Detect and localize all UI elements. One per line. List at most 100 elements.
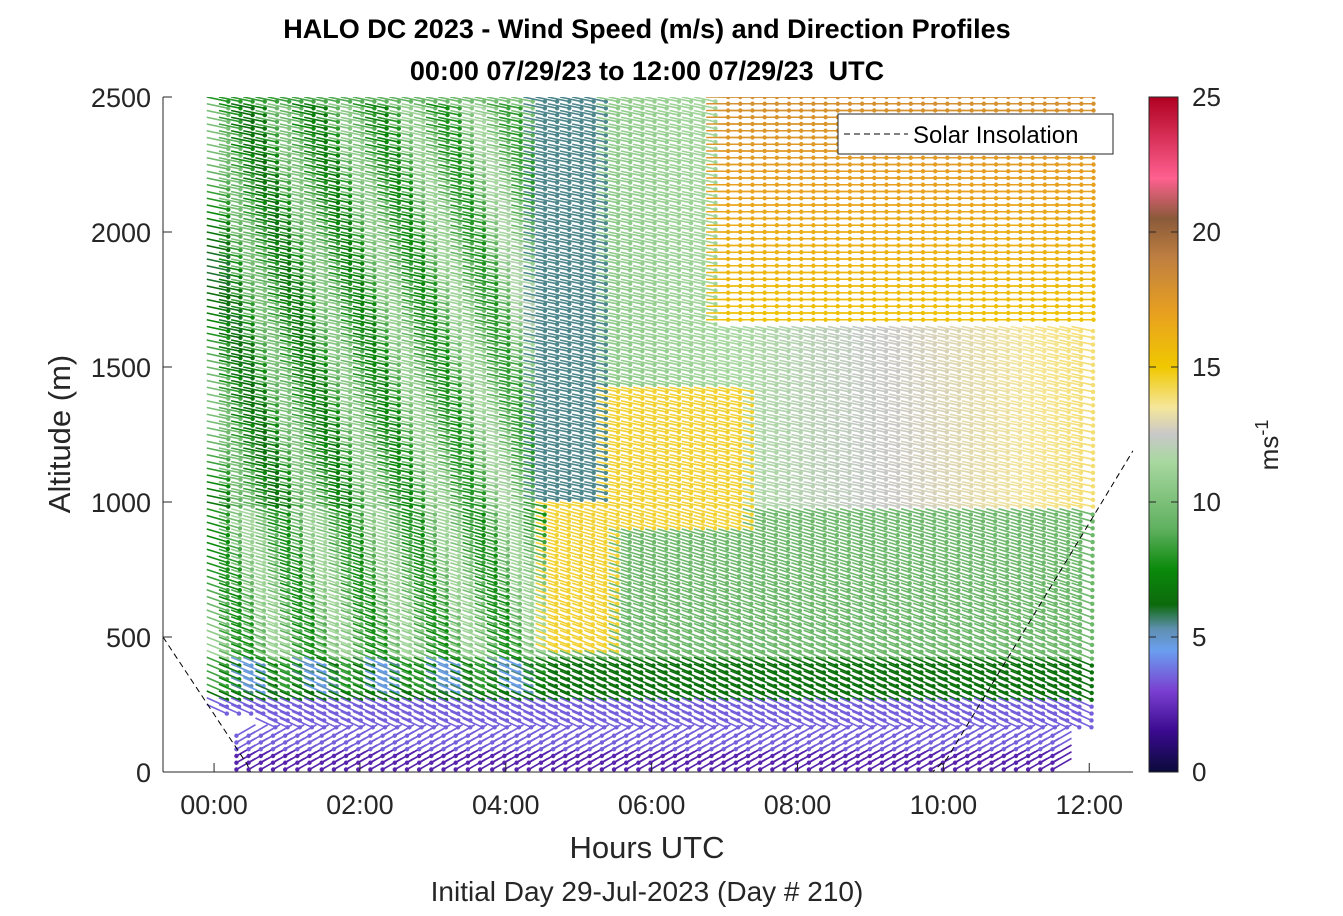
wind-barb-point xyxy=(432,560,437,565)
wind-barb-point xyxy=(250,497,255,503)
wind-barb-point xyxy=(250,450,255,455)
wind-barb-point xyxy=(261,594,267,600)
wind-barb-shaft xyxy=(218,379,241,386)
wind-barb-point xyxy=(335,560,340,565)
wind-barb-point xyxy=(234,753,239,759)
wind-barb-shaft xyxy=(206,602,228,612)
wind-barb-shaft xyxy=(206,217,229,224)
wind-barb-point xyxy=(493,532,499,538)
wind-barb-shaft xyxy=(218,602,240,612)
wind-barb-shaft xyxy=(243,285,265,292)
wind-barb-point xyxy=(226,119,231,125)
wind-barb-point xyxy=(270,760,276,765)
wind-barb-point xyxy=(248,711,254,716)
wind-barb-point xyxy=(343,767,349,772)
wind-barb-shaft xyxy=(218,420,241,427)
wind-barb-point xyxy=(262,403,268,408)
wind-barb-point xyxy=(396,526,401,531)
wind-barb-shaft xyxy=(230,224,253,231)
wind-barb-shaft xyxy=(230,271,253,278)
wind-barb-shaft xyxy=(218,318,241,326)
wind-barb-point xyxy=(404,733,410,738)
wind-barb-point xyxy=(262,396,268,401)
wind-barb-shaft xyxy=(230,163,253,170)
wind-barb-shaft xyxy=(243,480,265,488)
wind-barb-point xyxy=(238,261,243,266)
wind-barb-point xyxy=(322,567,328,572)
wind-barb-shaft xyxy=(206,379,229,386)
wind-barb-point xyxy=(310,532,316,538)
wind-barb-point xyxy=(226,281,231,287)
wind-barb-point xyxy=(384,512,389,517)
wind-barb-point xyxy=(238,497,243,503)
wind-barb-point xyxy=(380,760,385,765)
wind-barb-point xyxy=(238,450,243,455)
wind-barb-shaft xyxy=(218,575,241,584)
wind-barb-shaft xyxy=(230,676,252,687)
wind-barb-point xyxy=(392,733,397,738)
wind-barb-point xyxy=(380,740,385,745)
wind-barb-point xyxy=(250,443,255,449)
wind-barb-point xyxy=(469,526,474,531)
wind-barb-point xyxy=(432,567,437,572)
wind-barb-point xyxy=(246,740,251,745)
wind-barb-point xyxy=(420,546,425,552)
wind-barb-shaft xyxy=(206,643,228,653)
wind-barb-shaft xyxy=(206,615,228,626)
wind-barb-point xyxy=(238,389,243,395)
wind-barb-point xyxy=(347,560,352,565)
wind-barb-point xyxy=(258,740,263,745)
wind-barb-shaft xyxy=(206,480,229,488)
wind-barb-shaft xyxy=(218,460,241,467)
wind-barb-point xyxy=(335,553,340,558)
wind-barb-point xyxy=(307,753,312,759)
wind-barb-point xyxy=(226,362,231,368)
wind-barb-point xyxy=(420,519,426,524)
wind-barb-point xyxy=(238,355,243,361)
wind-barb-point xyxy=(226,315,231,320)
wind-barb-point xyxy=(441,753,446,759)
wind-barb-point xyxy=(380,747,385,752)
wind-barb-shaft xyxy=(206,521,229,530)
wind-barb-point xyxy=(517,532,523,538)
wind-barb-point xyxy=(262,328,268,334)
wind-barb-point xyxy=(226,484,231,489)
wind-barb-shaft xyxy=(230,595,253,605)
wind-barb-point xyxy=(226,268,231,273)
wind-barb-point xyxy=(453,747,458,752)
wind-barb-point xyxy=(335,512,340,517)
wind-barb-shaft xyxy=(230,602,253,612)
wind-barb-point xyxy=(286,567,291,572)
wind-barb-shaft xyxy=(230,433,253,440)
wind-barb-point xyxy=(298,526,304,531)
wind-barb-point xyxy=(225,608,230,613)
wind-barb-shaft xyxy=(206,676,228,687)
wind-barb-point xyxy=(457,512,462,517)
wind-barb-shaft xyxy=(243,474,265,481)
wind-barb-shaft xyxy=(206,372,229,380)
wind-barb-shaft xyxy=(206,352,229,359)
wind-barb-shaft xyxy=(218,690,240,701)
wind-barb-point xyxy=(298,560,304,565)
wind-barb-shaft xyxy=(206,561,228,571)
wind-barb-shaft xyxy=(230,143,253,150)
wind-barb-point xyxy=(262,369,268,374)
wind-barb-point xyxy=(323,526,328,531)
wind-barb-shaft xyxy=(243,406,265,413)
wind-barb-shaft xyxy=(230,278,253,285)
wind-barb-point xyxy=(347,519,352,524)
wind-barb-point xyxy=(298,539,304,545)
wind-barb-shaft xyxy=(218,406,241,413)
wind-barb-shaft xyxy=(230,177,253,184)
wind-barb-point xyxy=(322,560,328,565)
wind-barb-point xyxy=(481,539,486,545)
wind-barb-shaft xyxy=(230,264,253,272)
wind-barb-point xyxy=(238,139,243,145)
wind-barb-point xyxy=(359,567,364,572)
wind-barb-point xyxy=(250,160,255,165)
wind-barb-point xyxy=(262,553,267,558)
wind-barb-shaft xyxy=(206,359,229,366)
wind-barb-point xyxy=(225,581,230,586)
wind-barb-shaft xyxy=(218,332,241,339)
wind-barb-point xyxy=(225,601,230,606)
